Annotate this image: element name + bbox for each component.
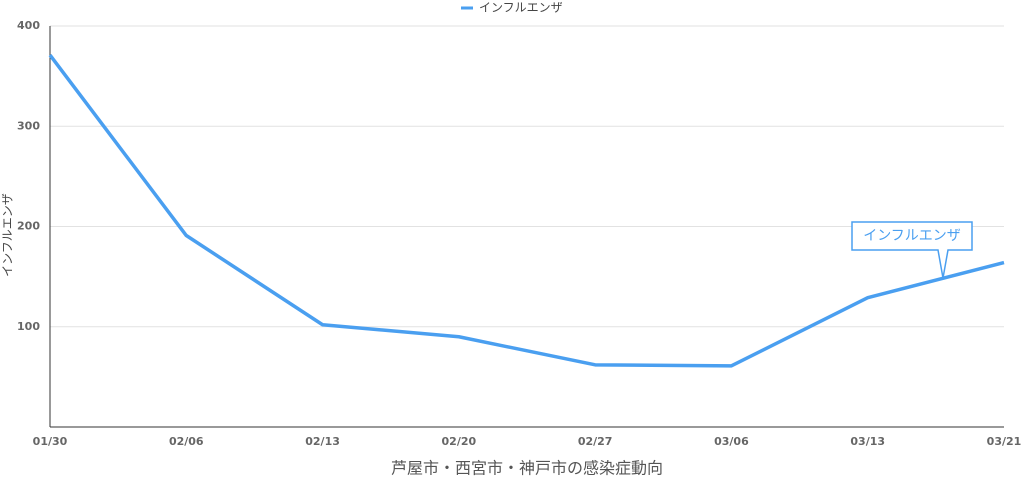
x-tick-label: 02/06: [169, 435, 204, 448]
legend-label: インフルエンザ: [479, 1, 563, 15]
y-axis-title: インフルエンザ: [1, 193, 15, 277]
x-axis-title: 芦屋市・西宮市・神戸市の感染症動向: [391, 459, 663, 478]
x-tick-label: 02/20: [442, 435, 477, 448]
x-tick-label: 03/13: [850, 435, 885, 448]
tooltip: インフルエンザ: [851, 221, 973, 279]
tooltip-label: インフルエンザ: [863, 228, 961, 244]
y-tick-label: 100: [17, 320, 40, 333]
y-tick-label: 200: [17, 220, 40, 233]
x-tick-label: 02/27: [578, 435, 613, 448]
y-tick-label: 300: [17, 119, 40, 132]
x-tick-label: 03/06: [714, 435, 749, 448]
x-tick-label: 02/13: [305, 435, 340, 448]
data-line: [48, 54, 1005, 368]
x-tick-label: 01/30: [33, 435, 68, 448]
legend: インフルエンザ: [461, 1, 563, 15]
y-tick-label: 400: [17, 19, 40, 32]
tooltip-box: [851, 221, 973, 279]
x-tick-label: 03/21: [987, 435, 1022, 448]
